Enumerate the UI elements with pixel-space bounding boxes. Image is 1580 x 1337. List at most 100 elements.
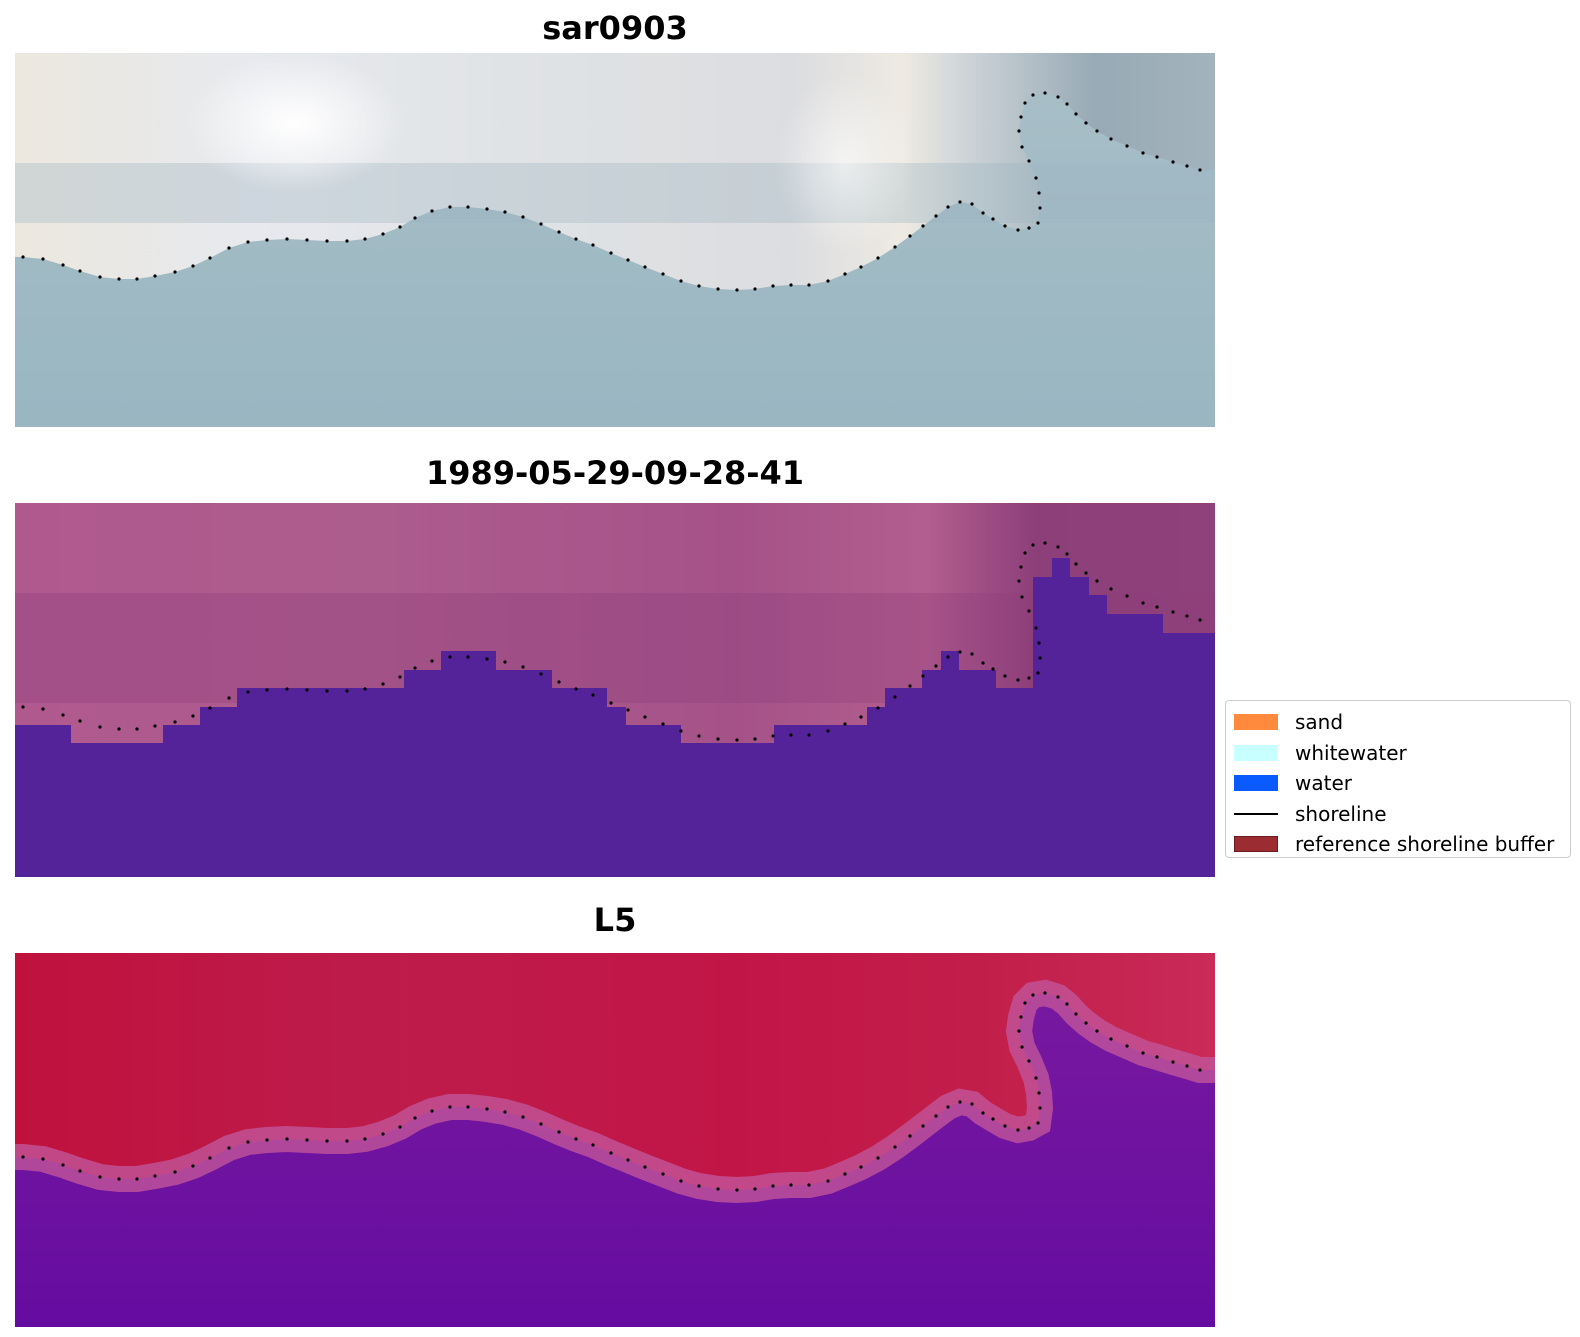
shoreline-dot — [859, 265, 863, 269]
shoreline-dot — [78, 269, 82, 273]
shoreline-dot — [430, 1109, 434, 1113]
shoreline-dot — [557, 230, 561, 234]
shoreline-dots — [21, 91, 1202, 292]
shoreline-dot — [1016, 1128, 1020, 1132]
shoreline-dot — [981, 211, 985, 215]
shoreline-dot — [448, 205, 452, 209]
shoreline-dot — [153, 724, 157, 728]
shoreline-dot — [325, 689, 329, 693]
shoreline-dot — [208, 706, 212, 710]
classification-panel — [15, 503, 1215, 877]
shoreline-dot — [771, 734, 775, 738]
shoreline-dot — [876, 1156, 880, 1160]
shoreline-dot — [345, 1139, 349, 1143]
shoreline-dot — [859, 715, 863, 719]
shoreline-dot — [135, 277, 139, 281]
shoreline-dots — [21, 541, 1202, 742]
shoreline-dot — [117, 277, 121, 281]
legend: sand whitewater water shoreline referenc… — [1225, 700, 1571, 858]
shoreline-dot — [61, 713, 65, 717]
shoreline-dot — [61, 1163, 65, 1167]
shoreline-dot — [1017, 1029, 1021, 1033]
shoreline-dot — [609, 251, 613, 255]
shoreline-dot — [643, 715, 647, 719]
shoreline-dot — [1027, 226, 1031, 230]
shoreline-dot — [227, 1146, 231, 1150]
shoreline-dot — [521, 665, 525, 669]
shoreline-dot — [1198, 1068, 1202, 1072]
shoreline-dot — [503, 210, 507, 214]
shoreline-dot — [135, 1177, 139, 1181]
shoreline-dot — [921, 674, 925, 678]
shoreline-dot — [413, 666, 417, 670]
shoreline-dot — [265, 1138, 269, 1142]
legend-label: water — [1295, 771, 1352, 796]
shoreline-dot — [135, 727, 139, 731]
shoreline-dot — [716, 1187, 720, 1191]
shoreline-dot — [285, 687, 289, 691]
shoreline-dot — [893, 695, 897, 699]
shoreline-dot — [735, 288, 739, 292]
shoreline-dot — [1141, 601, 1145, 605]
shoreline-dot — [265, 238, 269, 242]
shoreline-dot — [1095, 1029, 1099, 1033]
shoreline-dot — [771, 1184, 775, 1188]
shoreline-dot — [970, 652, 974, 656]
shoreline-dot — [41, 707, 45, 711]
shoreline-dot — [921, 224, 925, 228]
shoreline-dot — [448, 655, 452, 659]
shoreline-dot — [1031, 993, 1035, 997]
shoreline-dot — [430, 209, 434, 213]
shoreline-dot — [991, 667, 995, 671]
shoreline-dot — [1016, 678, 1020, 682]
shoreline-dot — [1037, 641, 1041, 645]
shoreline-dot — [1031, 93, 1035, 97]
shoreline-dot — [78, 1169, 82, 1173]
shoreline-dot — [117, 1177, 121, 1181]
shoreline-dot — [609, 701, 613, 705]
shoreline-dot — [921, 1124, 925, 1128]
shoreline-dot — [1171, 1060, 1175, 1064]
shoreline-dot — [539, 672, 543, 676]
shoreline-dot — [789, 733, 793, 737]
shoreline-dot — [485, 657, 489, 661]
legend-item-sand: sand — [1234, 707, 1562, 738]
shoreline-dot — [1019, 1015, 1023, 1019]
shoreline-dot — [1016, 228, 1020, 232]
shoreline-dot — [1036, 221, 1040, 225]
shoreline-dot — [1034, 176, 1038, 180]
shoreline-dot — [1020, 145, 1024, 149]
shoreline-dot — [1074, 562, 1078, 566]
shoreline-dot — [981, 661, 985, 665]
shoreline-dot — [305, 688, 309, 692]
shoreline-dot — [98, 275, 102, 279]
shoreline-dot — [958, 200, 962, 204]
shoreline-dot — [789, 283, 793, 287]
shoreline-dot — [1056, 545, 1060, 549]
shoreline-dot — [1023, 101, 1027, 105]
shoreline-dot — [679, 279, 683, 283]
legend-swatch-sand — [1234, 714, 1278, 731]
shoreline-dot — [1038, 206, 1042, 210]
shoreline-dot — [981, 1111, 985, 1115]
shoreline-dot — [430, 659, 434, 663]
shoreline-dot — [876, 256, 880, 260]
shoreline-dot — [1065, 1002, 1069, 1006]
shoreline-dot — [345, 239, 349, 243]
shoreline-dot — [991, 217, 995, 221]
shoreline-dot — [1003, 224, 1007, 228]
shoreline-dot — [1109, 587, 1113, 591]
shoreline-dot — [1020, 595, 1024, 599]
shoreline-dot — [557, 1130, 561, 1134]
shoreline-dot — [345, 689, 349, 693]
shoreline-dot — [970, 202, 974, 206]
shoreline-dot — [265, 688, 269, 692]
shoreline-dot — [413, 1116, 417, 1120]
shoreline-dot — [643, 265, 647, 269]
shoreline-dot — [521, 1115, 525, 1119]
shoreline-dot — [946, 655, 950, 659]
shoreline-dot — [807, 1183, 811, 1187]
panel-title-classification: 1989-05-29-09-28-41 — [425, 454, 805, 492]
shoreline-dot — [503, 1110, 507, 1114]
shoreline-dot — [697, 1184, 701, 1188]
